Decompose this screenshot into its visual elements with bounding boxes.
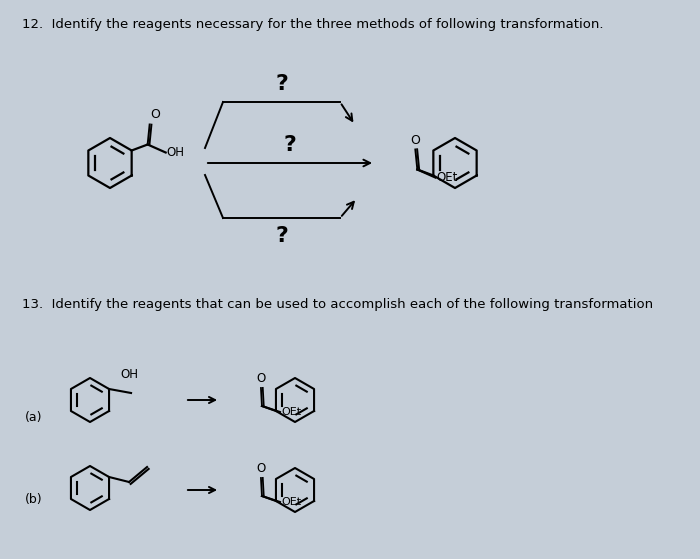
Text: O: O (256, 372, 265, 385)
Text: OH: OH (167, 146, 185, 159)
Text: O: O (256, 462, 265, 475)
Text: OH: OH (120, 368, 138, 381)
Text: (a): (a) (25, 411, 43, 424)
Text: ?: ? (284, 135, 296, 155)
Text: (b): (b) (25, 494, 43, 506)
Text: OEt: OEt (281, 497, 301, 507)
Text: ?: ? (275, 74, 288, 94)
Text: OEt: OEt (281, 407, 301, 417)
Text: 12.  Identify the reagents necessary for the three methods of following transfor: 12. Identify the reagents necessary for … (22, 18, 603, 31)
Text: OEt: OEt (436, 171, 458, 184)
Text: 13.  Identify the reagents that can be used to accomplish each of the following : 13. Identify the reagents that can be us… (22, 298, 653, 311)
Text: O: O (150, 108, 160, 121)
Text: O: O (410, 134, 420, 146)
Text: ?: ? (275, 226, 288, 246)
